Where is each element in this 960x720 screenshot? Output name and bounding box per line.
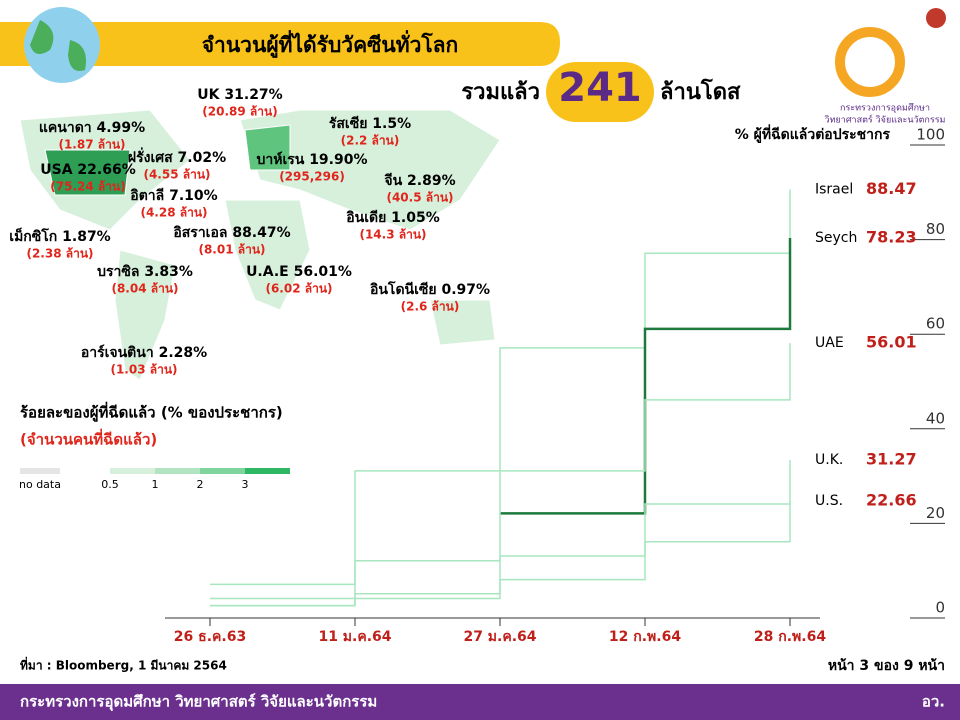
map-labels: UK 31.27% (20.89 ล้าน) แคนาดา 4.99% (1.87 ล…: [9, 87, 490, 377]
legend-label: 2: [197, 478, 204, 491]
country-label: บราซิล 3.83%: [97, 264, 193, 280]
legend-swatch: [20, 468, 60, 474]
country-label: บาห์เรน 19.90%: [256, 151, 367, 168]
y-tick-label: 40: [926, 409, 945, 427]
end-value: 78.23: [866, 227, 917, 246]
country-label: อิสราเอล 88.47%: [173, 225, 291, 241]
country-count: (295,296): [279, 170, 345, 184]
series-name: U.K.: [815, 452, 843, 468]
map-subtitle: (จำนวนคนที่ฉีดแล้ว): [20, 429, 157, 449]
country-count: (6.02 ล้าน): [265, 282, 332, 296]
x-tick-label: 27 ม.ค.64: [463, 629, 536, 645]
logo: [835, 27, 905, 97]
series-name: Seych: [815, 230, 857, 246]
y-tick-label: 0: [935, 599, 945, 617]
europe: [244, 124, 291, 171]
footer-bar: [0, 684, 960, 720]
australia: [429, 299, 496, 346]
end-value: 22.66: [866, 490, 917, 509]
country-label: อาร์เจนตินา 2.28%: [81, 344, 207, 361]
logo-text: วิทยาศาสตร์ วิจัยและนวัตกรรม: [825, 114, 946, 126]
country-count: (4.28 ล้าน): [140, 206, 207, 220]
eurasia: [239, 109, 501, 231]
country-label: เม็กซิโก 1.87%: [9, 227, 110, 245]
country-label: แคนาดา 4.99%: [39, 120, 145, 136]
x-tick-label: 26 ธ.ค.63: [174, 629, 246, 645]
logo-emblem: [926, 8, 946, 28]
page-number: หน้า 3 ของ 9 หน้า: [828, 658, 945, 674]
country-label: U.A.E 56.01%: [246, 264, 352, 280]
country-count: (14.3 ล้าน): [359, 228, 426, 242]
legend-swatch: [110, 468, 155, 474]
country-label: ฝรั่งเศส 7.02%: [128, 147, 226, 166]
country-count: (2.2 ล้าน): [341, 134, 400, 148]
total-value: 241: [558, 65, 642, 111]
country-count: (2.38 ล้าน): [26, 247, 93, 261]
series-name: UAE: [815, 335, 844, 351]
legend-swatch: [155, 468, 200, 474]
end-value: 31.27: [866, 450, 917, 469]
series-line: [210, 343, 791, 600]
country-label: อิตาลี 7.10%: [130, 188, 218, 204]
series-name: U.S.: [815, 493, 843, 509]
footer-ministry: กระทรวงการอุดมศึกษา วิทยาศาสตร์ วิจัยและ…: [20, 693, 377, 712]
legend-label: 3: [242, 478, 249, 491]
total-suffix: ล้านโดส: [660, 78, 741, 105]
x-tick-label: 12 ก.พ.64: [609, 629, 681, 645]
header: จำนวนผู้ที่ได้รับวัคซีนทั่วโลก รวมแล้ว 2…: [0, 7, 946, 126]
country-label: UK 31.27%: [197, 87, 282, 103]
legend-label: 1: [152, 478, 159, 491]
country-count: (4.55 ล้าน): [143, 168, 210, 182]
country-count: (20.89 ล้าน): [202, 105, 277, 119]
total-badge: [546, 62, 654, 122]
y-tick-label: 80: [926, 220, 945, 238]
country-count: (2.6 ล้าน): [401, 300, 460, 314]
total-prefix: รวมแล้ว: [461, 80, 540, 105]
page-title: จำนวนผู้ที่ได้รับวัคซีนทั่วโลก: [202, 29, 459, 59]
y-tick-label: 100: [916, 126, 945, 144]
footer-short: อว.: [922, 693, 945, 711]
series-name: Israel: [815, 182, 853, 198]
x-tick-label: 11 ม.ค.64: [318, 629, 391, 645]
country-label: จีน 2.89%: [384, 173, 456, 189]
map-legend: no data 0.5 1 2 3: [19, 468, 290, 491]
country-label: อินโดนีเซีย 0.97%: [369, 280, 490, 298]
y-tick-label: 20: [926, 504, 945, 522]
chart: % ผู้ที่ฉีดแล้วต่อประชากร 0 20 40 60 80 100 26 …: [165, 124, 945, 645]
globe-land: [30, 20, 86, 71]
series-line: [210, 189, 791, 586]
country-label: USA 22.66%: [40, 162, 135, 178]
end-value: 56.01: [866, 333, 917, 352]
country-count: (75.24 ล้าน): [50, 180, 125, 194]
usa: [44, 149, 131, 196]
country-count: (8.04 ล้าน): [111, 282, 178, 296]
y-tick-label: 60: [926, 315, 945, 333]
country-label: รัสเซีย 1.5%: [329, 116, 411, 132]
title-banner: [0, 22, 560, 66]
legend-swatch: [245, 468, 290, 474]
chart-title: % ผู้ที่ฉีดแล้วต่อประชากร: [735, 124, 891, 143]
source: ที่มา : Bloomberg, 1 มีนาคม 2564: [20, 657, 227, 673]
world-map: [19, 109, 501, 381]
series-line: [210, 500, 791, 607]
africa: [224, 199, 311, 311]
map-title: ร้อยละของผู้ที่ฉีดแล้ว (% ของประชากร): [20, 402, 283, 423]
legend-label: no data: [19, 478, 61, 491]
country-label: อินเดีย 1.05%: [346, 210, 440, 226]
country-count: (8.01 ล้าน): [198, 243, 265, 257]
x-tick-label: 28 ก.พ.64: [754, 629, 826, 645]
country-count: (1.03 ล้าน): [110, 363, 177, 377]
south-america: [114, 249, 176, 381]
logo-text: กระทรวงการอุดมศึกษา: [840, 103, 930, 114]
country-count: (1.87 ล้าน): [58, 138, 125, 152]
end-value: 88.47: [866, 179, 917, 198]
country-count: (40.5 ล้าน): [386, 191, 453, 205]
legend-swatch: [200, 468, 245, 474]
legend-label: 0.5: [101, 478, 119, 491]
series-line: [500, 237, 792, 515]
